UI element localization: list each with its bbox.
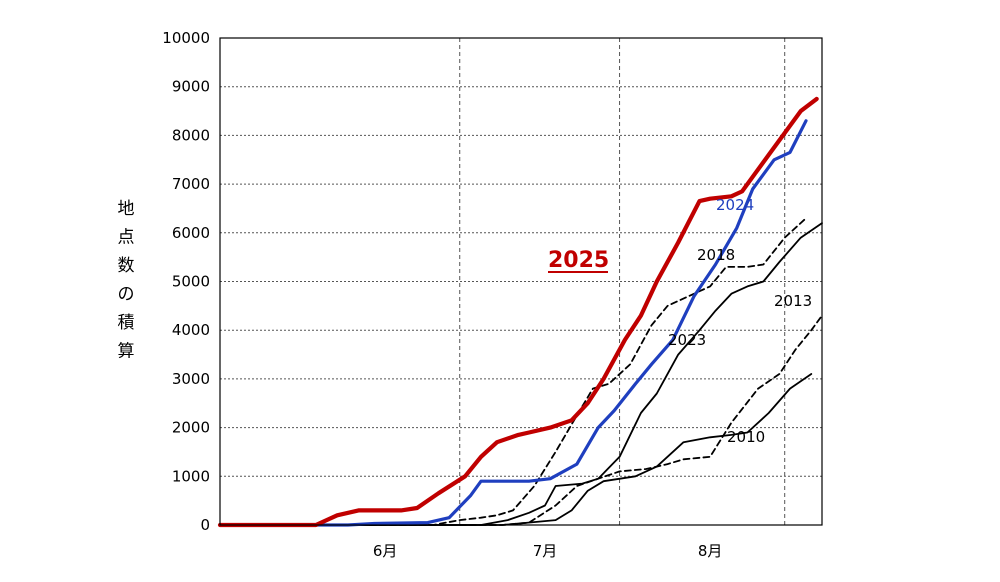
y-tick-label: 1000	[172, 467, 210, 485]
series-label-2023: 2023	[668, 331, 706, 349]
series-label-2024: 2024	[716, 196, 754, 214]
series-line-2013	[219, 314, 823, 526]
series-line-2025	[217, 96, 819, 528]
series-lines	[217, 96, 823, 528]
y-tick-label: 10000	[162, 29, 210, 47]
series-line-2010	[219, 373, 813, 526]
series-label-2018: 2018	[697, 246, 735, 264]
series-line-2024	[218, 119, 808, 527]
y-tick-label: 8000	[172, 126, 210, 144]
series-line-2023	[219, 222, 823, 526]
series-label-2025: 2025	[548, 248, 609, 273]
y-tick-label: 6000	[172, 224, 210, 242]
series-line-2018	[219, 217, 807, 526]
series-label-2010: 2010	[727, 428, 765, 446]
series-label-2013: 2013	[774, 292, 812, 310]
y-tick-labels: 0 1000 2000 3000 4000 5000 6000 7000 8000 9000 100…	[162, 29, 210, 534]
y-tick-label: 0	[200, 516, 210, 534]
x-tick-labels: 6月 7月 8月	[373, 542, 723, 560]
x-tick-label: 7月	[533, 542, 558, 560]
y-tick-label: 2000	[172, 419, 210, 437]
y-tick-label: 4000	[172, 321, 210, 339]
y-tick-label: 7000	[172, 175, 210, 193]
y-tick-label: 9000	[172, 78, 210, 96]
y-axis-label: 地点数の積算	[118, 199, 135, 362]
y-tick-label: 5000	[172, 273, 210, 291]
y-tick-label: 3000	[172, 370, 210, 388]
plot-frame	[219, 37, 823, 526]
y-axis-label-text: 地点数の積算	[118, 199, 135, 362]
x-tick-label: 6月	[373, 542, 398, 560]
series-labels: 2025 2024 2018 2023 2013 2010	[548, 196, 812, 446]
grid	[220, 38, 822, 525]
x-tick-label: 8月	[698, 542, 723, 560]
